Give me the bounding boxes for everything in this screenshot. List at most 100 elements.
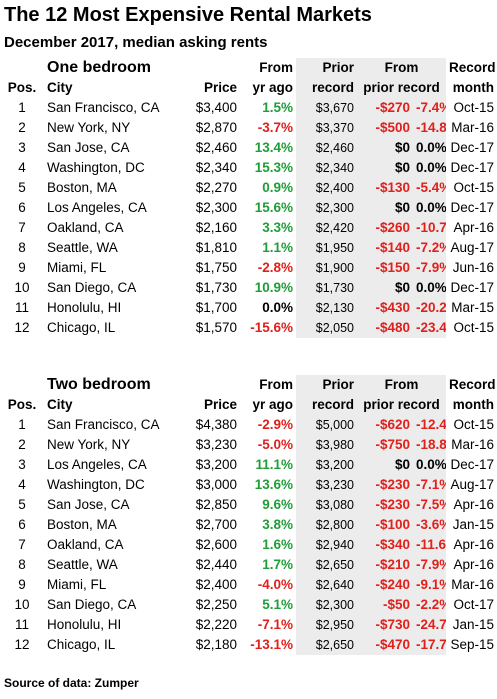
header-from: From	[259, 377, 293, 392]
record-month: Aug-17	[450, 240, 494, 255]
diff-from-record: -$150	[357, 258, 413, 278]
price: $2,250	[195, 597, 237, 612]
city-name: Miami, FL	[47, 577, 107, 592]
price: $2,850	[195, 497, 237, 512]
prior-record: $3,670	[296, 98, 357, 118]
record-month: Mar-16	[451, 577, 494, 592]
record-month: Oct-15	[453, 417, 494, 432]
price: $2,220	[195, 617, 237, 632]
rank: 10	[14, 280, 30, 295]
price: $2,700	[195, 517, 237, 532]
prior-record: $1,900	[296, 258, 357, 278]
rank: 5	[18, 497, 26, 512]
diff-from-record: $0	[357, 158, 413, 178]
diff-from-record: $0	[357, 138, 413, 158]
pct-from-record: -2.2%	[413, 595, 446, 615]
change-yr-ago: 15.3%	[254, 160, 293, 175]
prior-record: $3,200	[296, 455, 357, 475]
city-name: Los Angeles, CA	[47, 200, 147, 215]
prior-record: $3,080	[296, 495, 357, 515]
record-month: Jan-15	[452, 617, 494, 632]
record-month: Dec-17	[450, 140, 494, 155]
header-from: From	[259, 60, 293, 75]
record-month: Dec-17	[450, 200, 494, 215]
prior-record: $1,950	[296, 238, 357, 258]
price: $3,200	[195, 457, 237, 472]
diff-from-record: $0	[357, 198, 413, 218]
two-bedroom-table: Two bedroom From Prior From Record Pos. …	[0, 375, 497, 655]
change-yr-ago: 3.3%	[262, 220, 293, 235]
price: $2,340	[195, 160, 237, 175]
table-row: 7 Oakland, CA $2,160 3.3%$2,420-$260-10.7% A…	[0, 218, 497, 238]
diff-from-record: -$240	[357, 575, 413, 595]
price: $2,460	[195, 140, 237, 155]
table-row: 7 Oakland, CA $2,600 1.6%$2,940-$340-11.6% A…	[0, 535, 497, 555]
rank: 11	[14, 617, 29, 632]
header-month: month	[452, 397, 494, 412]
change-yr-ago: 1.6%	[262, 537, 293, 552]
record-month: Mar-16	[451, 437, 494, 452]
rank: 7	[18, 220, 26, 235]
diff-from-record: -$480	[357, 318, 413, 338]
prior-record: $1,730	[296, 278, 357, 298]
diff-from-record: -$230	[357, 495, 413, 515]
pct-from-record: 0.0%	[413, 455, 446, 475]
city-name: Honolulu, HI	[47, 617, 122, 632]
price: $2,300	[195, 200, 237, 215]
table-row: 6 Los Angeles, CA $2,300 15.6% $2,300 $0 0.0% D…	[0, 198, 497, 218]
table-row: 8 Seattle, WA $2,440 1.7%$2,650-$210-7.9% Ap…	[0, 555, 497, 575]
record-month: Apr-16	[453, 497, 494, 512]
table-row: 5 Boston, MA $2,270 0.9%$2,400-$130-5.4% Oct…	[0, 178, 497, 198]
city-name: Washington, DC	[47, 160, 145, 175]
section-label: One bedroom	[47, 59, 152, 76]
city-name: San Diego, CA	[47, 280, 137, 295]
diff-from-record: -$620	[357, 415, 413, 435]
header-record-sub: record	[296, 395, 357, 415]
table-row: 11 Honolulu, HI $1,700 0.0% $2,130 -$430 -20.2…	[0, 298, 497, 318]
pct-from-record: 0.0%	[413, 158, 446, 178]
pct-from-record: -23.4%	[413, 318, 446, 338]
prior-record: $2,420	[296, 218, 357, 238]
change-yr-ago: -7.1%	[257, 617, 293, 632]
change-yr-ago: -2.8%	[257, 260, 293, 275]
price: $2,160	[195, 220, 237, 235]
header-yr-ago: yr ago	[252, 397, 293, 412]
table-row: 8 Seattle, WA $1,810 1.1%$1,950-$140-7.2% Au…	[0, 238, 497, 258]
header-prior-record: prior record	[357, 395, 446, 415]
pct-from-record: -7.1%	[413, 475, 446, 495]
city-name: New York, NY	[47, 120, 131, 135]
diff-from-record: -$270	[357, 98, 413, 118]
pct-from-record: -18.8%	[413, 435, 446, 455]
price: $2,400	[195, 577, 237, 592]
page-title: The 12 Most Expensive Rental Markets	[4, 4, 372, 26]
table-row: 9 Miami, FL $2,400 -4.0%$2,640-$240-9.1% Mar…	[0, 575, 497, 595]
change-yr-ago: -2.9%	[257, 417, 293, 432]
pct-from-record: -14.8%	[413, 118, 446, 138]
record-month: Dec-17	[450, 280, 494, 295]
change-yr-ago: 15.6%	[254, 200, 293, 215]
change-yr-ago: -15.6%	[250, 320, 293, 335]
rank: 9	[18, 577, 26, 592]
change-yr-ago: -3.7%	[257, 120, 293, 135]
record-month: Apr-16	[453, 537, 494, 552]
header-record-sub: record	[296, 78, 357, 98]
table-row: 2 New York, NY $3,230 -5.0% $3,980 -$750 -18.8…	[0, 435, 497, 455]
rank: 3	[18, 457, 26, 472]
rank: 4	[18, 477, 26, 492]
diff-from-record: -$340	[357, 535, 413, 555]
city-name: Los Angeles, CA	[47, 457, 147, 472]
pct-from-record: -7.5%	[413, 495, 446, 515]
header-prior: Prior	[296, 375, 357, 395]
table-row: 2 New York, NY $2,870 -3.7% $3,370 -$500 -14.8…	[0, 118, 497, 138]
city-name: Miami, FL	[47, 260, 107, 275]
prior-record: $2,650	[296, 555, 357, 575]
price: $2,870	[195, 120, 237, 135]
header-prior: Prior	[296, 58, 357, 78]
table-row: 11 Honolulu, HI $2,220 -7.1% $2,950 -$730 -24.…	[0, 615, 497, 635]
record-month: Dec-17	[450, 160, 494, 175]
diff-from-record: -$260	[357, 218, 413, 238]
header-from-prior: From	[357, 375, 446, 395]
pct-from-record: -9.1%	[413, 575, 446, 595]
prior-record: $2,950	[296, 615, 357, 635]
change-yr-ago: 13.4%	[254, 140, 293, 155]
